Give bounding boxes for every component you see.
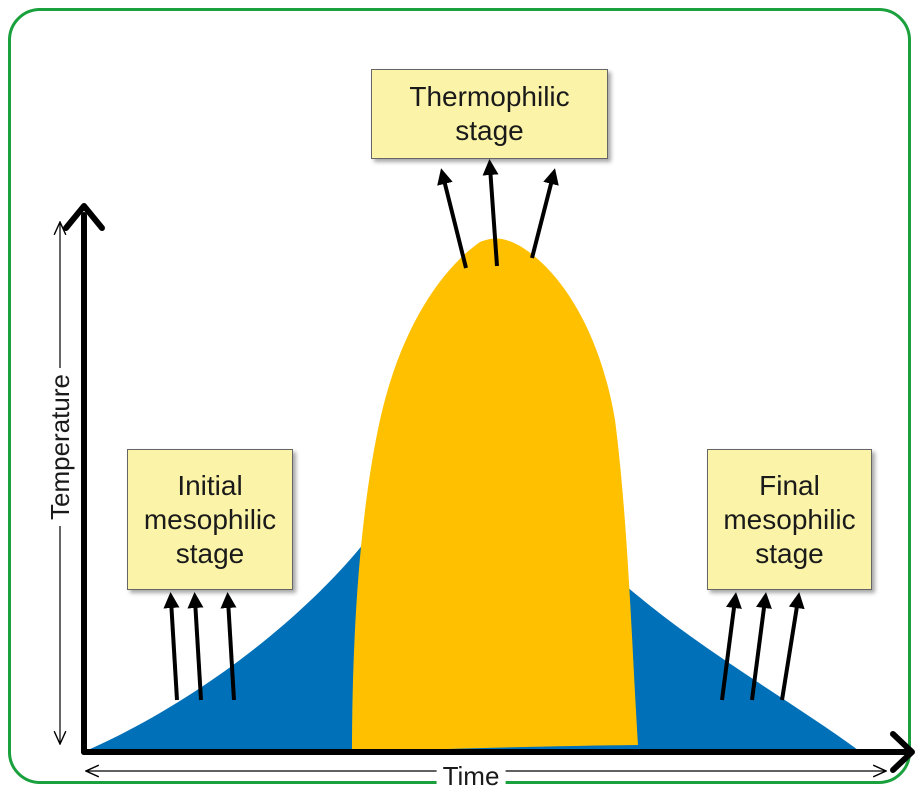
thermophilic-area bbox=[352, 238, 638, 752]
x-axis-arrowhead bbox=[890, 731, 915, 773]
initial-label-line: stage bbox=[175, 537, 245, 569]
heat-arrow bbox=[163, 592, 180, 701]
heat-arrow bbox=[720, 592, 742, 701]
initial-label-line: Initial bbox=[177, 469, 243, 501]
final-label-line: stage bbox=[755, 537, 824, 569]
x-axis-label: Time bbox=[436, 761, 506, 791]
y-axis-arrowhead bbox=[63, 203, 105, 231]
final-label-line: Final bbox=[759, 469, 820, 501]
initial-label-line: mesophilic bbox=[143, 503, 277, 535]
final-mesophilic-stage-box: Final mesophilic stage bbox=[707, 449, 872, 590]
final-label-line: mesophilic bbox=[723, 503, 856, 535]
thermophilic-label-line: Thermophilic bbox=[409, 81, 570, 112]
thermophilic-stage-box: Thermophilic stage bbox=[371, 69, 608, 159]
heat-arrow bbox=[187, 592, 204, 701]
thermophilic-label-line: stage bbox=[455, 115, 524, 146]
initial-mesophilic-stage-box: Initial mesophilic stage bbox=[127, 449, 293, 590]
y-axis-label: Temperature bbox=[45, 368, 75, 526]
heat-arrow bbox=[220, 592, 237, 701]
heat-arrow bbox=[482, 159, 499, 267]
heat-arrow bbox=[437, 168, 468, 269]
heat-arrow bbox=[780, 592, 805, 701]
heat-arrow bbox=[750, 592, 772, 701]
heat-arrow bbox=[530, 168, 559, 259]
